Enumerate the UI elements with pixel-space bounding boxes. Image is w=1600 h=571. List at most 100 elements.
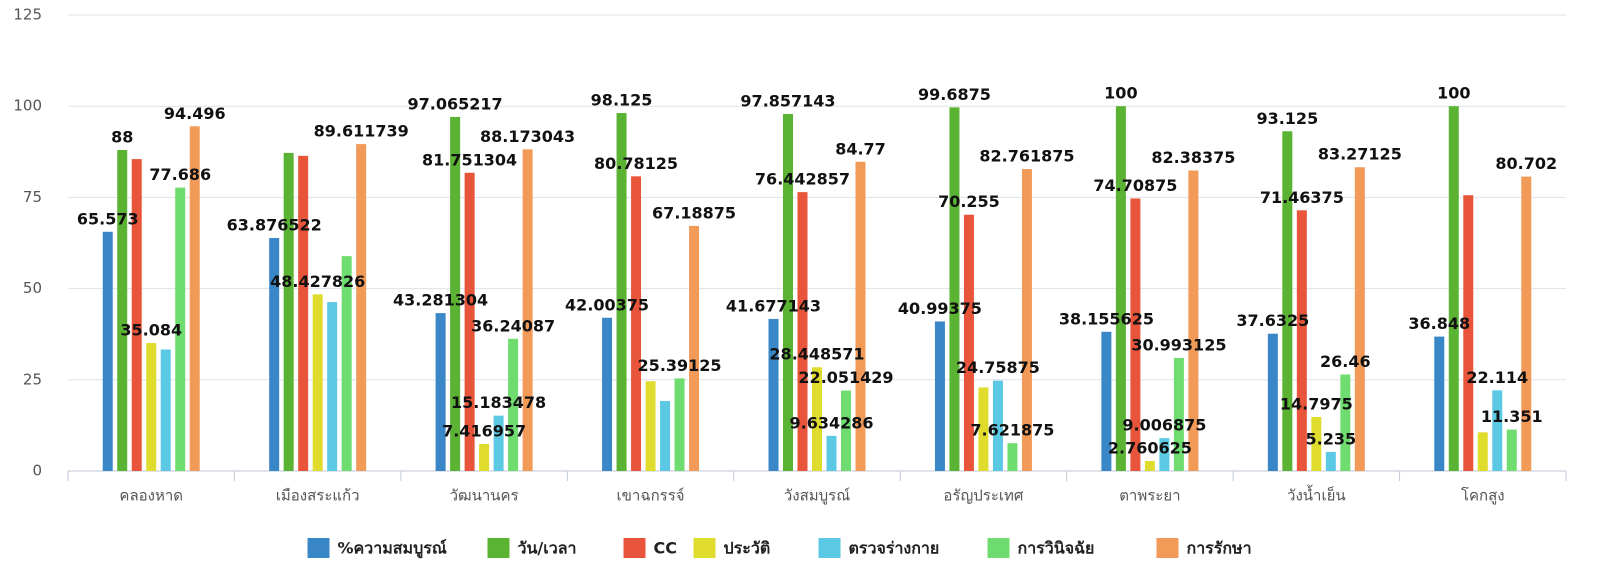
bar bbox=[1354, 167, 1365, 471]
data-label: 77.686 bbox=[149, 165, 211, 184]
data-label: 83.27125 bbox=[1318, 145, 1402, 164]
bar bbox=[783, 114, 793, 471]
y-tick-label: 0 bbox=[32, 462, 42, 480]
bar bbox=[131, 159, 142, 471]
y-tick-label: 25 bbox=[23, 370, 42, 388]
bar bbox=[992, 380, 1003, 471]
bar bbox=[1267, 333, 1278, 471]
data-label: 93.125 bbox=[1256, 109, 1318, 128]
bar bbox=[522, 149, 533, 472]
data-label: 71.46375 bbox=[1260, 188, 1344, 207]
data-label: 36.24087 bbox=[471, 316, 555, 335]
bar bbox=[117, 149, 128, 471]
bar bbox=[1492, 390, 1503, 471]
bar bbox=[826, 435, 837, 471]
data-label: 36.848 bbox=[1408, 314, 1470, 333]
x-tick-label: โคกสูง bbox=[1461, 487, 1505, 505]
bar bbox=[1021, 169, 1032, 471]
bar bbox=[1434, 336, 1445, 471]
bar bbox=[1144, 460, 1155, 471]
x-tick-label: เขาฉกรรจ์ bbox=[617, 487, 685, 505]
data-label: 81.751304 bbox=[422, 150, 517, 169]
data-label: 5.235 bbox=[1306, 429, 1357, 448]
bar bbox=[963, 214, 974, 471]
data-label: 76.442857 bbox=[755, 170, 850, 189]
data-label: 42.00375 bbox=[565, 295, 649, 314]
data-label: 48.427826 bbox=[270, 272, 365, 291]
bar bbox=[1477, 432, 1488, 471]
data-label: 63.876522 bbox=[227, 215, 322, 234]
bar bbox=[1188, 170, 1199, 471]
bar bbox=[356, 144, 367, 471]
bar bbox=[674, 378, 685, 471]
bar bbox=[269, 237, 280, 471]
bar bbox=[1521, 176, 1532, 471]
bar bbox=[1159, 438, 1170, 471]
data-label: 67.18875 bbox=[652, 203, 736, 222]
y-tick-label: 125 bbox=[13, 6, 42, 24]
data-label: 7.416957 bbox=[442, 421, 526, 440]
data-label: 80.78125 bbox=[594, 154, 678, 173]
data-label: 9.634286 bbox=[789, 413, 873, 432]
data-label: 80.702 bbox=[1495, 154, 1557, 173]
bar bbox=[312, 294, 323, 471]
data-label: 70.255 bbox=[938, 192, 1000, 211]
legend-swatch bbox=[818, 538, 841, 558]
data-label: 25.39125 bbox=[638, 356, 722, 375]
data-label: 28.448571 bbox=[769, 345, 864, 364]
data-label: 24.75875 bbox=[956, 358, 1040, 377]
bar bbox=[341, 256, 352, 471]
bar bbox=[1173, 357, 1184, 471]
data-label: 88 bbox=[111, 127, 133, 146]
legend-label: วัน/เวลา bbox=[518, 539, 577, 558]
data-label: 41.677143 bbox=[726, 296, 821, 315]
x-tick-label: วังน้ำเย็น bbox=[1287, 485, 1346, 505]
data-label: 30.993125 bbox=[1131, 335, 1226, 354]
data-label: 35.084 bbox=[120, 321, 182, 340]
data-label: 82.761875 bbox=[979, 147, 1074, 166]
legend-label: การวินิจฉัย bbox=[1018, 539, 1095, 558]
bar bbox=[298, 155, 309, 471]
bar bbox=[160, 349, 171, 471]
bar bbox=[934, 321, 945, 471]
data-label: 94.496 bbox=[164, 104, 226, 123]
data-label: 37.6325 bbox=[1236, 311, 1309, 330]
bar bbox=[797, 192, 808, 471]
x-tick-label: วัฒนานคร bbox=[450, 487, 519, 505]
data-label: 2.760625 bbox=[1108, 438, 1192, 457]
legend-label: ตรวจร่างกาย bbox=[849, 539, 940, 558]
data-label: 26.46 bbox=[1320, 352, 1371, 371]
x-tick-label: วังสมบูรณ์ bbox=[784, 487, 850, 505]
data-label: 38.155625 bbox=[1059, 309, 1154, 328]
data-label: 98.125 bbox=[591, 91, 653, 110]
bar bbox=[812, 367, 822, 471]
bar bbox=[189, 126, 200, 471]
bar bbox=[464, 172, 475, 471]
bar bbox=[949, 107, 960, 471]
bar bbox=[978, 387, 989, 471]
bar bbox=[645, 381, 656, 471]
bar bbox=[602, 317, 613, 471]
bar bbox=[435, 313, 446, 471]
bar bbox=[146, 343, 157, 471]
data-label: 88.173043 bbox=[480, 127, 575, 146]
legend-label: %ความสมบูรณ์ bbox=[338, 539, 447, 560]
x-tick-label: เมืองสระแก้ว bbox=[276, 487, 360, 505]
bar bbox=[450, 116, 461, 471]
data-label: 74.70875 bbox=[1093, 176, 1177, 195]
data-label: 82.38375 bbox=[1151, 148, 1235, 167]
y-tick-label: 50 bbox=[23, 279, 42, 297]
legend-swatch bbox=[307, 538, 330, 558]
data-label: 100 bbox=[1437, 84, 1470, 103]
bar bbox=[631, 176, 642, 471]
bar bbox=[855, 161, 866, 471]
data-label: 22.114 bbox=[1466, 368, 1528, 387]
legend-swatch bbox=[987, 538, 1010, 558]
bar bbox=[175, 187, 186, 471]
data-label: 7.621875 bbox=[970, 421, 1054, 440]
y-tick-label: 75 bbox=[23, 188, 42, 206]
bar bbox=[689, 225, 700, 471]
bar bbox=[1506, 429, 1517, 471]
bar bbox=[1296, 210, 1307, 472]
